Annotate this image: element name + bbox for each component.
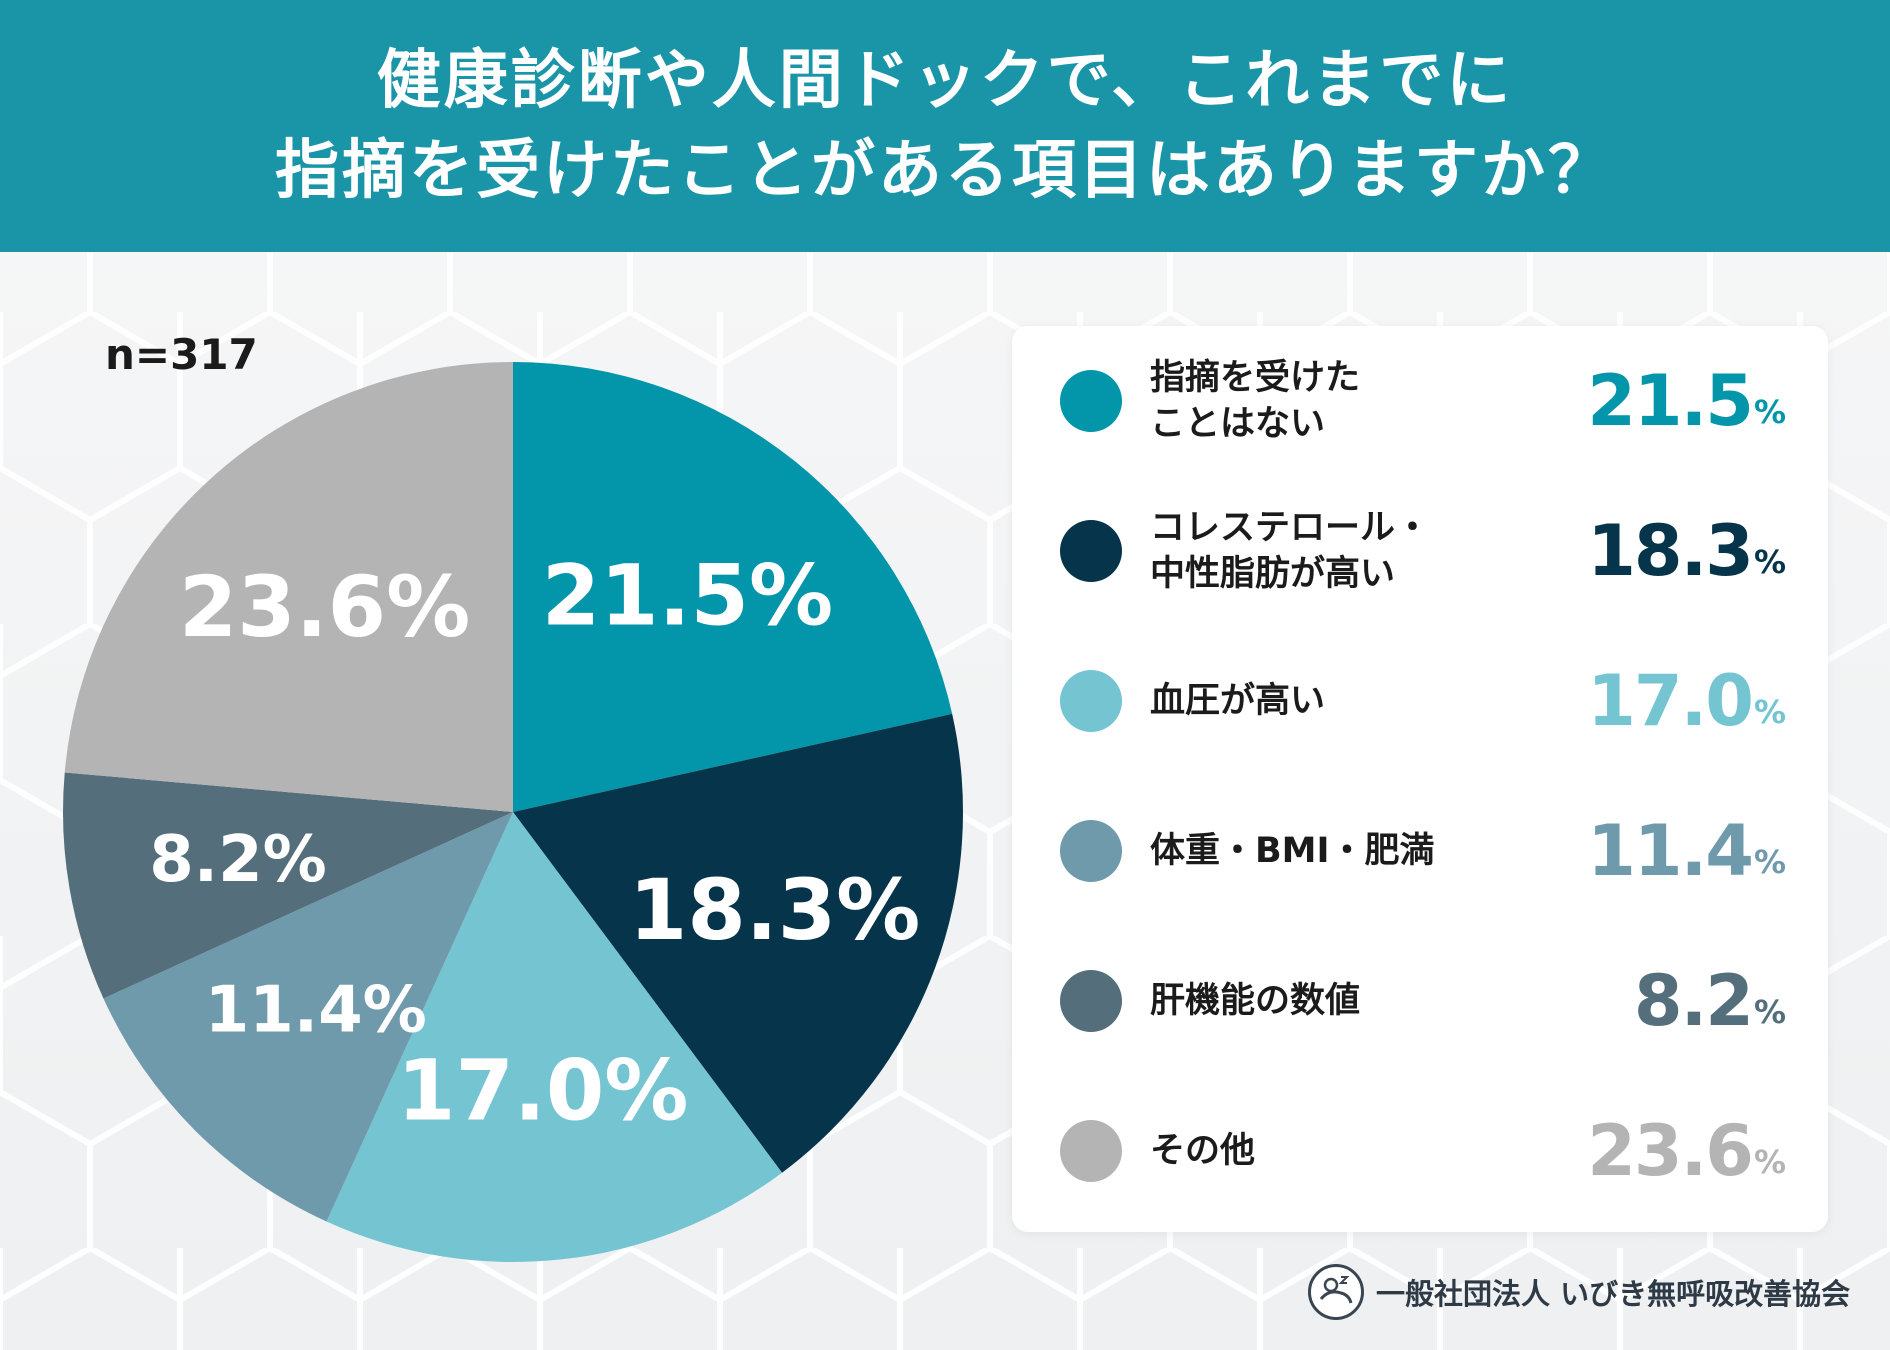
pie-slice-0 [513, 362, 953, 812]
footer: 一般社団法人 いびき無呼吸改善協会 [1308, 1262, 1850, 1322]
legend-value-unit-2: % [1753, 693, 1786, 731]
legend-value-unit-0: % [1753, 393, 1786, 431]
legend-value-number-1: 18.3 [1587, 510, 1754, 592]
legend-label-5: その他 [1150, 1131, 1256, 1171]
pie-slice-3 [103, 812, 513, 1222]
legend-label-1: コレステロール・ 中性脂肪が高い [1150, 508, 1431, 594]
legend-value-unit-4: % [1753, 993, 1786, 1031]
legend-label-3: 体重・BMI・肥満 [1150, 831, 1435, 871]
pie-label-0: 21.5% [542, 546, 833, 644]
legend-value-3: 11.4% [1587, 776, 1786, 926]
legend-value-2: 17.0% [1587, 626, 1786, 776]
legend-swatch-3 [1060, 820, 1122, 882]
legend-value-number-2: 17.0 [1587, 660, 1754, 742]
legend-panel: 指摘を受けた ことはない 21.5% コレステロール・ 中性脂肪が高い 18.3% 血圧… [1012, 326, 1828, 1232]
legend-swatch-4 [1060, 970, 1122, 1032]
organization-name: 一般社団法人 いびき無呼吸改善協会 [1376, 1277, 1851, 1311]
legend-label-4: 肝機能の数値 [1150, 981, 1361, 1021]
legend-item-0: 指摘を受けた ことはない 21.5% [1012, 326, 1828, 476]
pie-slice-4 [63, 772, 514, 999]
legend-value-unit-3: % [1753, 843, 1786, 881]
sample-size-label: n=317 [105, 330, 258, 379]
legend-value-5: 23.6% [1587, 1076, 1786, 1226]
legend-value-number-3: 11.4 [1587, 810, 1754, 892]
legend-value-unit-1: % [1753, 543, 1786, 581]
legend-value-number-5: 23.6 [1587, 1110, 1754, 1192]
legend-value-number-0: 21.5 [1587, 360, 1754, 442]
pie-slice-2 [326, 812, 783, 1263]
legend-item-5: その他 23.6% [1012, 1076, 1828, 1226]
title-line-1: 健康診断や人間ドックで、これまでに [376, 44, 1514, 118]
legend-item-4: 肝機能の数値 8.2% [1012, 926, 1828, 1076]
legend-value-unit-5: % [1753, 1143, 1786, 1181]
legend-swatch-5 [1060, 1120, 1122, 1182]
pie-label-3: 11.4% [205, 973, 427, 1047]
legend-item-3: 体重・BMI・肥満 11.4% [1012, 776, 1828, 926]
pie-slice-1 [513, 713, 963, 1173]
legend-value-4: 8.2% [1634, 926, 1786, 1076]
pie-slice-5 [64, 362, 514, 812]
legend-value-1: 18.3% [1587, 476, 1786, 626]
pie-label-5: 23.6% [179, 558, 470, 656]
legend-swatch-1 [1060, 520, 1122, 582]
header-banner: 健康診断や人間ドックで、これまでに 指摘を受けたことがある項目はありますか？ [0, 0, 1890, 252]
legend-swatch-2 [1060, 670, 1122, 732]
legend-label-0: 指摘を受けた ことはない [1150, 358, 1361, 444]
pie-label-4: 8.2% [149, 823, 327, 897]
legend-item-2: 血圧が高い 17.0% [1012, 626, 1828, 776]
title-line-2: 指摘を受けたことがある項目はありますか？ [275, 134, 1615, 208]
pie-label-1: 18.3% [629, 861, 920, 959]
pie-label-2: 17.0% [397, 1041, 688, 1139]
legend-label-2: 血圧が高い [1150, 681, 1326, 721]
legend-swatch-0 [1060, 370, 1122, 432]
legend-value-0: 21.5% [1587, 326, 1786, 476]
sleeping-face-icon [1308, 1264, 1364, 1320]
legend-item-1: コレステロール・ 中性脂肪が高い 18.3% [1012, 476, 1828, 626]
legend-value-number-4: 8.2 [1633, 960, 1754, 1042]
